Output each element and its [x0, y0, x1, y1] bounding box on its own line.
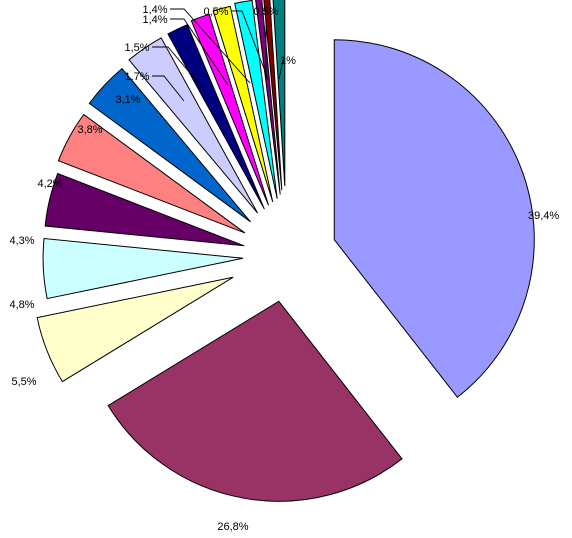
leader-lines-layer: [152, 8, 284, 102]
leader-line-12: [170, 8, 251, 84]
data-label-12: 1,4%: [142, 4, 167, 16]
data-label-14: 0,5%: [253, 6, 278, 18]
pie-slice-5: [44, 172, 245, 247]
data-label-13: 0,5%: [203, 6, 228, 18]
leader-line-9: [152, 75, 185, 102]
data-label-4: 4,8%: [9, 299, 34, 311]
data-label-5: 4,3%: [9, 235, 34, 247]
leader-line-13: [231, 10, 269, 80]
leader-line-15: [278, 59, 284, 80]
pie-slice-12: [234, 0, 278, 199]
data-label-8: 3,1%: [115, 94, 140, 106]
leader-line-10: [152, 46, 207, 93]
data-label-11: 1,4%: [142, 14, 167, 26]
data-label-6: 4,2%: [37, 178, 62, 190]
data-label-2: 26,8%: [217, 521, 248, 533]
data-label-15: 1%: [280, 55, 296, 67]
data-label-3: 5,5%: [11, 376, 36, 388]
pie-slice-8: [128, 37, 259, 214]
pie-slice-4: [42, 237, 244, 300]
data-label-9: 1,7%: [124, 71, 149, 83]
pie-slice-3: [36, 276, 234, 383]
pie-slice-2: [107, 300, 403, 502]
pie-slice-15: [272, 0, 286, 187]
pie-slice-11: [212, 5, 274, 202]
pie-slice-6: [57, 113, 246, 234]
pie-slice-9: [167, 24, 265, 210]
slices-layer: [36, 0, 535, 502]
pie-slice-7: [88, 67, 251, 223]
pie-slice-10: [190, 13, 270, 206]
leader-line-11: [170, 18, 229, 86]
pie-slice-1: [333, 39, 535, 398]
pie-slice-13: [255, 0, 281, 195]
data-labels-layer: 39,4% 26,8% 5,5% 4,8% 4,3% 4,2% 3,8% 3,1% 1,7% 1,…: [9, 4, 559, 533]
data-label-1: 39,4%: [528, 210, 559, 222]
data-label-10: 1,5%: [124, 42, 149, 54]
data-label-7: 3,8%: [77, 124, 102, 136]
